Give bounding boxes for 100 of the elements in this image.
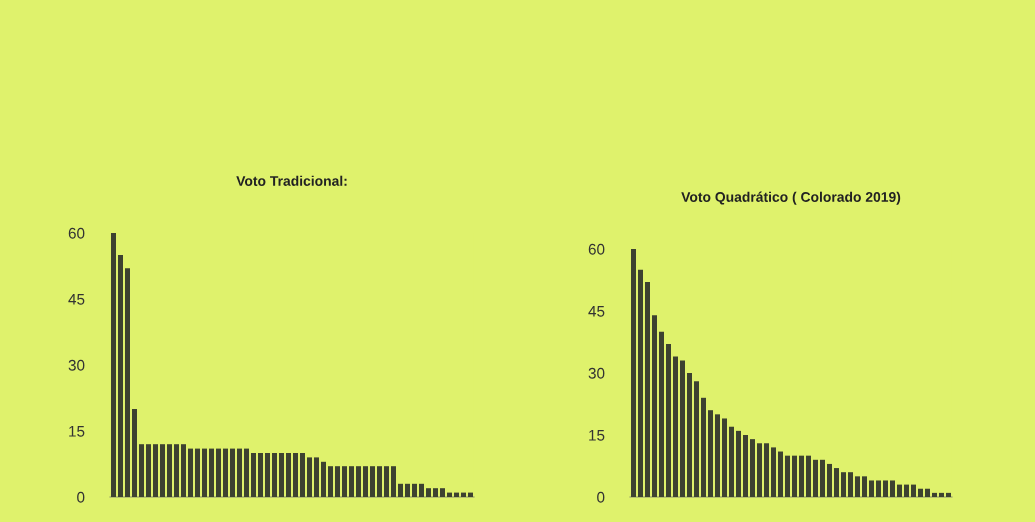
- bar: [167, 444, 172, 497]
- bar: [419, 483, 424, 497]
- bar: [188, 448, 193, 497]
- bar: [405, 483, 410, 497]
- bar: [666, 344, 671, 497]
- bar: [139, 444, 144, 497]
- bar: [750, 439, 755, 497]
- bar: [764, 443, 769, 497]
- bar: [841, 472, 846, 497]
- bar: [827, 463, 832, 497]
- bar: [174, 444, 179, 497]
- bar: [918, 488, 923, 497]
- y-tick-label: 45: [68, 294, 85, 305]
- chart-title: Voto Tradicional:: [236, 175, 347, 186]
- bar: [272, 453, 277, 497]
- bar: [792, 455, 797, 497]
- bar: [370, 466, 375, 497]
- chart-title: Voto Quadrático ( Colorado 2019): [681, 191, 901, 205]
- y-tick-label: 45: [588, 306, 605, 317]
- bar: [680, 360, 685, 497]
- bar: [314, 457, 319, 497]
- bar: [356, 466, 361, 497]
- bar: [300, 453, 305, 497]
- bar: [293, 453, 298, 497]
- bar: [335, 466, 340, 497]
- bar: [307, 457, 312, 497]
- bar: [146, 444, 151, 497]
- bar: [946, 492, 951, 497]
- bar: [869, 480, 874, 497]
- y-tick-label: 15: [69, 426, 85, 437]
- bar: [433, 488, 438, 497]
- bar: [440, 488, 445, 497]
- bar: [111, 233, 116, 497]
- bar: [153, 444, 158, 497]
- bar: [729, 426, 734, 497]
- bar: [363, 466, 368, 497]
- bar: [876, 480, 881, 497]
- bar: [673, 356, 678, 497]
- bar: [181, 444, 186, 497]
- bar: [251, 453, 256, 497]
- bar: [785, 455, 790, 497]
- bar: [694, 381, 699, 497]
- bar: [118, 255, 123, 497]
- bar: [743, 435, 748, 497]
- bar: [701, 397, 706, 497]
- bar: [223, 448, 228, 497]
- bar: [904, 484, 909, 497]
- bar: [645, 282, 650, 497]
- bar: [687, 373, 692, 497]
- bar: [925, 488, 930, 497]
- bar: [426, 488, 431, 497]
- bar: [195, 448, 200, 497]
- bar: [778, 451, 783, 497]
- y-tick-label: 0: [597, 491, 605, 503]
- bar: [631, 249, 636, 497]
- bar: [659, 331, 664, 497]
- bar: [813, 459, 818, 497]
- bar: [384, 466, 389, 497]
- bar: [806, 455, 811, 497]
- bar: [897, 484, 902, 497]
- bar: [398, 483, 403, 497]
- bar: [862, 476, 867, 497]
- bar: [883, 480, 888, 497]
- bar: [202, 448, 207, 497]
- bar: [848, 472, 853, 497]
- y-tick-label: 30: [68, 359, 85, 371]
- bar: [911, 484, 916, 497]
- y-tick-label: 0: [77, 491, 85, 503]
- bar: [820, 459, 825, 497]
- y-tick-label: 30: [588, 367, 605, 379]
- bar: [939, 492, 944, 497]
- bar: [454, 492, 459, 497]
- bar: [377, 466, 382, 497]
- bar: [652, 315, 657, 497]
- bar: [391, 466, 396, 497]
- bar: [461, 492, 466, 497]
- bar: [125, 268, 130, 497]
- bar: [890, 480, 895, 497]
- bar: [160, 444, 165, 497]
- bar: [771, 447, 776, 497]
- bar: [412, 483, 417, 497]
- bar: [265, 453, 270, 497]
- bar: [244, 448, 249, 497]
- bar: [216, 448, 221, 497]
- bar: [468, 492, 473, 497]
- y-tick-label: 15: [589, 430, 605, 441]
- bar: [328, 466, 333, 497]
- bar: [132, 409, 137, 497]
- bar: [321, 461, 326, 497]
- bar: [230, 448, 235, 497]
- y-tick-label: 60: [68, 227, 85, 239]
- bar: [447, 492, 452, 497]
- bar: [932, 492, 937, 497]
- bar: [715, 414, 720, 497]
- bar: [855, 476, 860, 497]
- bar: [342, 466, 347, 497]
- bar: [708, 410, 713, 497]
- bar: [349, 466, 354, 497]
- bar: [638, 269, 643, 497]
- bar: [799, 455, 804, 497]
